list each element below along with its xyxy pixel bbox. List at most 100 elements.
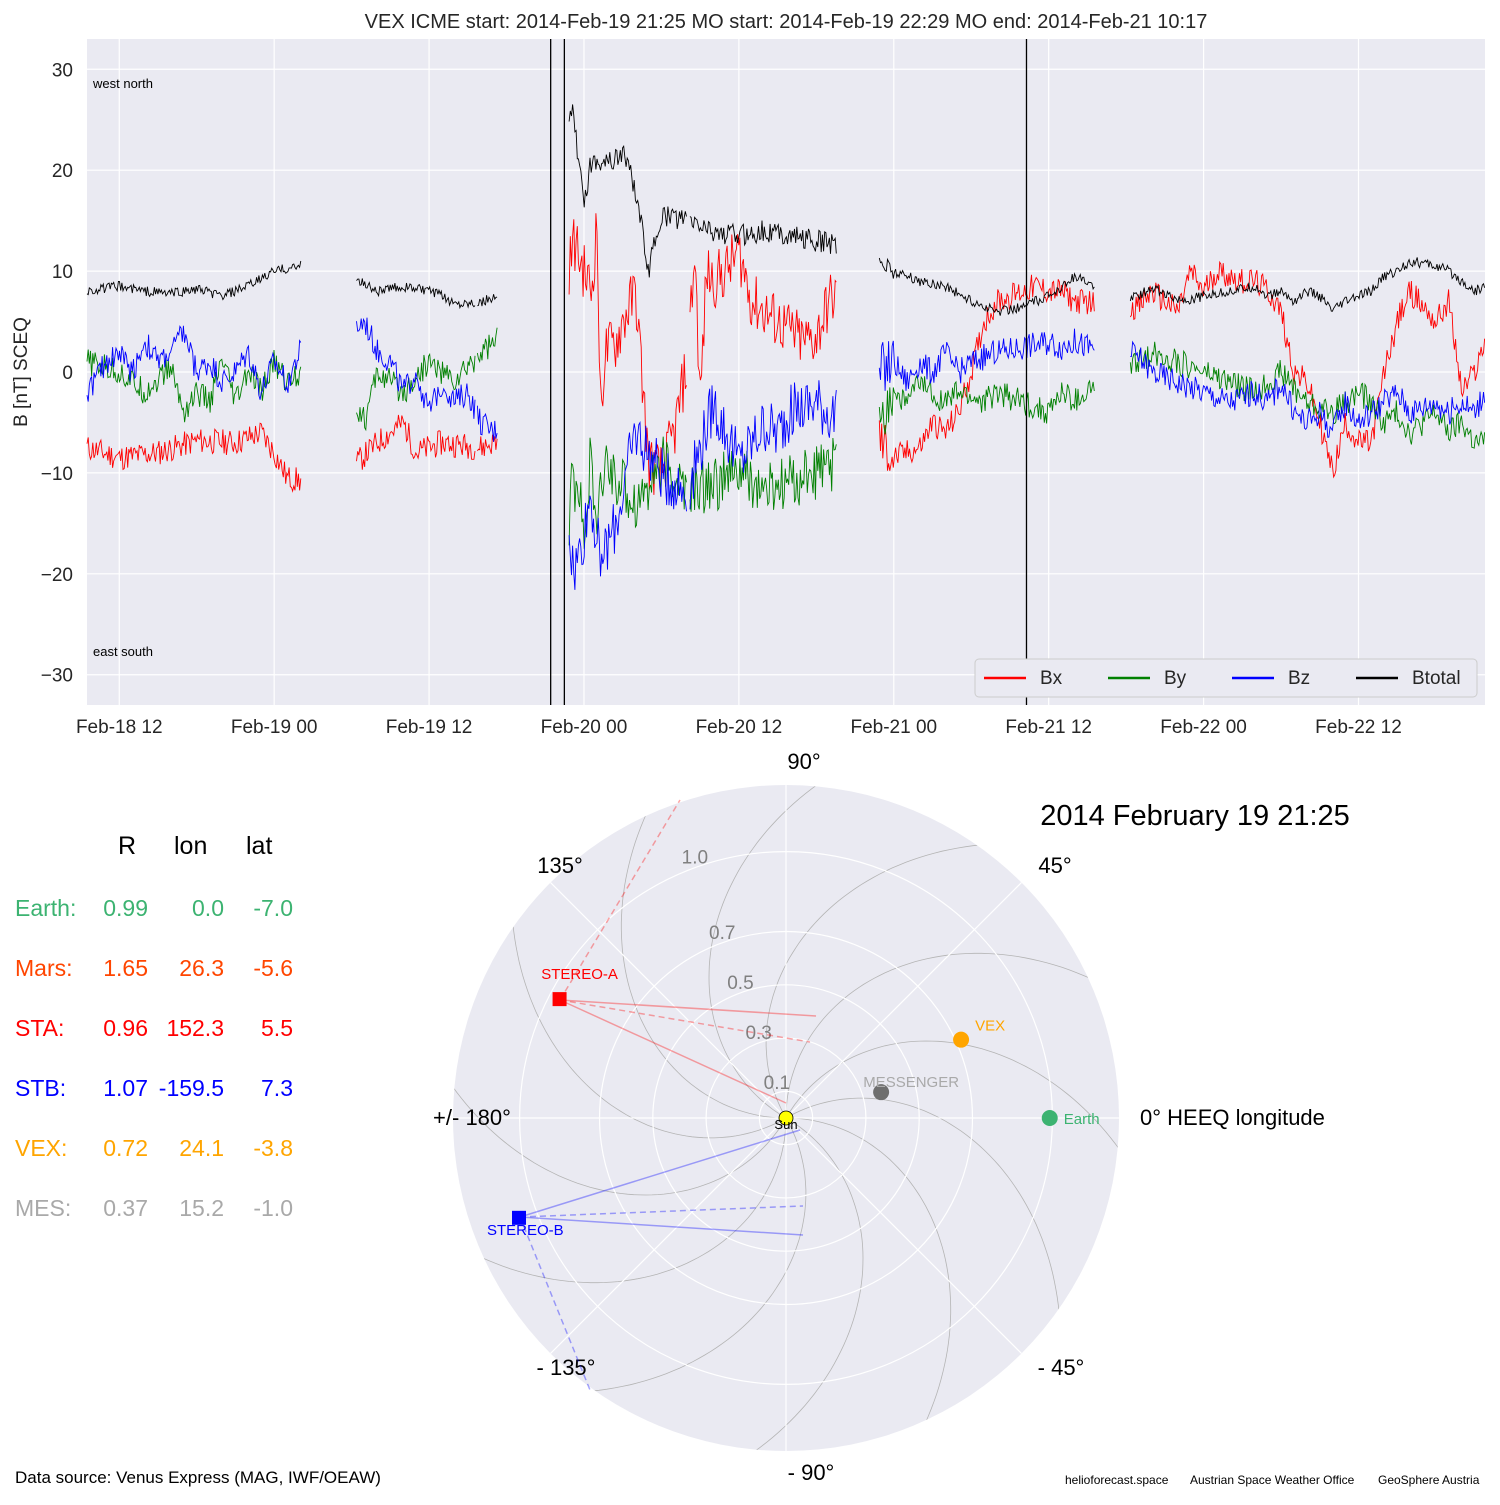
angle-labels: 0° HEEQ longitude 45° 90° 135° +/- 180° - 135… (433, 749, 1325, 1485)
x-tick-label: Feb-21 00 (850, 717, 937, 738)
angle-label: +/- 180° (433, 1105, 511, 1130)
field-line (519, 1216, 804, 1236)
radial-tick-label: 0.1 (764, 1073, 790, 1094)
x-tick-labels: Feb-18 12 Feb-19 00 Feb-19 12 Feb-20 00 Feb-… (76, 717, 1402, 738)
header-lon: lon (174, 832, 208, 860)
spacecraft-field-lines (519, 799, 817, 1391)
legend-label-bz: Bz (1288, 668, 1310, 689)
cell-name: VEX: (15, 1135, 68, 1161)
marker-messenger (873, 1084, 890, 1101)
y-tick-label: 10 (52, 262, 73, 283)
cell-r: 0.99 (103, 895, 148, 921)
spiral-line (453, 959, 787, 1196)
cell-name: MES: (15, 1195, 72, 1221)
credit-helioforecast: helioforecast.space (1065, 1473, 1169, 1487)
planet-spacecraft-markers: Sun Earth MESSENGER VEX STEREO-A STEREO-B (487, 966, 1100, 1239)
radial-tick-label: 0.3 (745, 1023, 771, 1044)
data-source-note: Data source: Venus Express (MAG, IWF/OEA… (15, 1468, 381, 1487)
credit-aswo: Austrian Space Weather Office (1190, 1473, 1355, 1487)
x-tick-label: Feb-22 12 (1315, 717, 1402, 738)
marker-label-earth: Earth (1064, 1111, 1100, 1128)
series-bz (86, 317, 1486, 590)
legend-label-btotal: Btotal (1412, 668, 1461, 689)
y-tick-label: −30 (41, 666, 73, 687)
timeseries-title: VEX ICME start: 2014-Feb-19 21:25 MO sta… (365, 11, 1208, 33)
angle-label: - 45° (1038, 1355, 1085, 1380)
header-r: R (118, 832, 137, 860)
cell-lat: -7.0 (253, 895, 293, 921)
y-tick-label: −20 (41, 565, 73, 586)
marker-label-sun: Sun (774, 1117, 797, 1132)
table-row: STB: 1.07 -159.5 7.3 (0, 1075, 320, 1109)
cell-r: 1.07 (103, 1075, 148, 1101)
polar-title: 2014 February 19 21:25 (1040, 800, 1350, 832)
angle-label: - 135° (537, 1355, 596, 1380)
spiral-line (708, 785, 945, 1119)
marker-label-vex: VEX (975, 1018, 1005, 1035)
legend-box (974, 658, 1478, 698)
x-tick-label: Feb-21 12 (1005, 717, 1092, 738)
cell-lat: 7.3 (261, 1075, 293, 1101)
spiral-line (627, 1117, 864, 1451)
marker-earth (1041, 1110, 1058, 1126)
cell-r: 0.37 (103, 1195, 148, 1221)
x-tick-label: Feb-20 00 (541, 717, 628, 738)
polar-position-plot: 0.1 0.3 0.5 0.7 1.0 0° HEEQ longitude 45° 90° 1… (433, 749, 1350, 1485)
marker-stereo-a (552, 992, 567, 1007)
marker-vex (953, 1031, 970, 1048)
x-tick-label: Feb-19 00 (231, 717, 318, 738)
east-south-annotation: east south (93, 644, 153, 659)
radial-tick-label: 1.0 (682, 848, 708, 869)
marker-stereo-b (512, 1210, 527, 1225)
legend-label-by: By (1164, 668, 1187, 689)
field-line (559, 999, 811, 1043)
angle-gridline (550, 882, 787, 1119)
cell-lon: -159.5 (158, 1075, 224, 1101)
angle-label: - 90° (788, 1460, 835, 1485)
table-row: Earth: 0.99 0.0 -7.0 (0, 895, 320, 929)
marker-label-stereo-a: STEREO-A (541, 966, 618, 983)
field-line (559, 799, 681, 1001)
marker-label-stereo-b: STEREO-B (487, 1222, 564, 1239)
field-line (559, 999, 817, 1017)
cell-name: STB: (15, 1075, 67, 1101)
radial-tick-label: 0.7 (709, 923, 735, 944)
west-north-annotation: west north (92, 76, 153, 91)
table-row: STA: 0.96 152.3 5.5 (0, 1015, 320, 1049)
table-row: MES: 0.37 15.2 -1.0 (0, 1195, 320, 1229)
cell-lat: -5.6 (253, 955, 293, 981)
x-tick-label: Feb-19 12 (386, 717, 473, 738)
cell-lon: 26.3 (179, 955, 224, 981)
table-row: VEX: 0.72 24.1 -3.8 (0, 1135, 320, 1169)
legend-label-bx: Bx (1040, 668, 1063, 689)
field-line (519, 1129, 801, 1218)
header-lat: lat (246, 832, 273, 860)
cell-lat: -3.8 (253, 1135, 293, 1161)
cell-r: 1.65 (103, 955, 148, 981)
cell-lon: 24.1 (179, 1135, 224, 1161)
x-tick-label: Feb-20 12 (696, 717, 783, 738)
radial-tick-label: 0.5 (727, 973, 753, 994)
cell-name: Mars: (15, 955, 73, 981)
angle-gridline (550, 1117, 787, 1354)
field-line (519, 1216, 591, 1391)
y-tick-labels: 30 20 10 0 −10 −20 −30 (41, 60, 73, 686)
angle-label: 45° (1038, 853, 1071, 878)
field-line (559, 999, 787, 1104)
table-row: Mars: 1.65 26.3 -5.6 (0, 955, 320, 989)
series-bx (86, 213, 1486, 495)
y-tick-label: 20 (52, 161, 73, 182)
angle-label: 0° HEEQ longitude (1140, 1105, 1325, 1130)
cell-lon: 152.3 (166, 1015, 224, 1041)
angle-label: 135° (537, 853, 583, 878)
y-tick-label: 0 (62, 363, 73, 384)
angle-label: 90° (787, 749, 820, 774)
series-btotal (86, 104, 1486, 316)
angle-gridline (785, 882, 1022, 1119)
x-tick-label: Feb-22 00 (1160, 717, 1247, 738)
y-axis-label: B [nT] SCEQ (11, 317, 32, 427)
field-line (519, 1205, 804, 1218)
cell-lon: 15.2 (179, 1195, 224, 1221)
cell-name: STA: (15, 1015, 65, 1041)
